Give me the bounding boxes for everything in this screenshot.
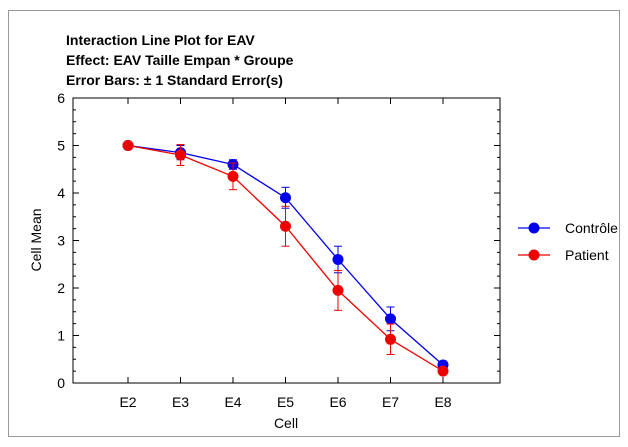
error-bar-note: Error Bars: ± 1 Standard Error(s) xyxy=(66,72,283,88)
data-point xyxy=(385,313,396,325)
chart-subtitle: Effect: EAV Taille Empan * Groupe xyxy=(66,52,294,68)
data-point xyxy=(332,254,344,265)
series-1 xyxy=(122,140,449,371)
legend-label: Patient xyxy=(565,247,609,263)
data-point xyxy=(332,284,344,296)
x-tick-label: E2 xyxy=(119,394,136,410)
data-point xyxy=(385,333,396,345)
data-point xyxy=(175,149,186,161)
x-tick-label: E3 xyxy=(172,394,189,410)
data-point xyxy=(280,192,291,204)
y-tick-label: 4 xyxy=(57,185,65,201)
legend-marker xyxy=(528,249,540,261)
x-tick-label: E5 xyxy=(277,394,294,410)
series-2 xyxy=(122,140,449,377)
data-point xyxy=(122,140,134,151)
x-tick-label: E8 xyxy=(434,394,451,410)
y-tick-label: 6 xyxy=(57,90,65,106)
legend-entry: Patient xyxy=(518,247,609,263)
series-line xyxy=(127,144,444,366)
data-point xyxy=(280,220,291,232)
x-axis-label: Cell xyxy=(274,415,298,431)
y-tick-label: 0 xyxy=(57,375,65,391)
legend-entry: Contrôle xyxy=(518,220,618,236)
y-tick-label: 2 xyxy=(57,280,65,296)
y-tick-label: 1 xyxy=(57,328,65,344)
x-tick-label: E7 xyxy=(382,394,399,410)
series-layer xyxy=(122,140,449,377)
plot-area-border xyxy=(72,97,501,384)
chart-frame xyxy=(8,10,620,437)
x-tick-label: E6 xyxy=(329,394,346,410)
y-tick-label: 3 xyxy=(57,233,65,249)
legend: Contrôle Patient xyxy=(518,220,618,263)
data-point xyxy=(437,365,449,377)
data-point xyxy=(227,170,239,182)
series-line xyxy=(127,144,444,372)
x-tick-label: E4 xyxy=(224,394,241,410)
legend-label: Contrôle xyxy=(565,220,618,236)
chart-title: Interaction Line Plot for EAV xyxy=(66,32,255,48)
legend-marker xyxy=(528,222,540,234)
y-tick-label: 5 xyxy=(57,138,65,154)
y-axis-label: Cell Mean xyxy=(28,208,44,271)
plot-axes: 0 1 2 3 4 5 6 E2 E3 E4 E5 E6 E7 E8 xyxy=(57,90,501,410)
